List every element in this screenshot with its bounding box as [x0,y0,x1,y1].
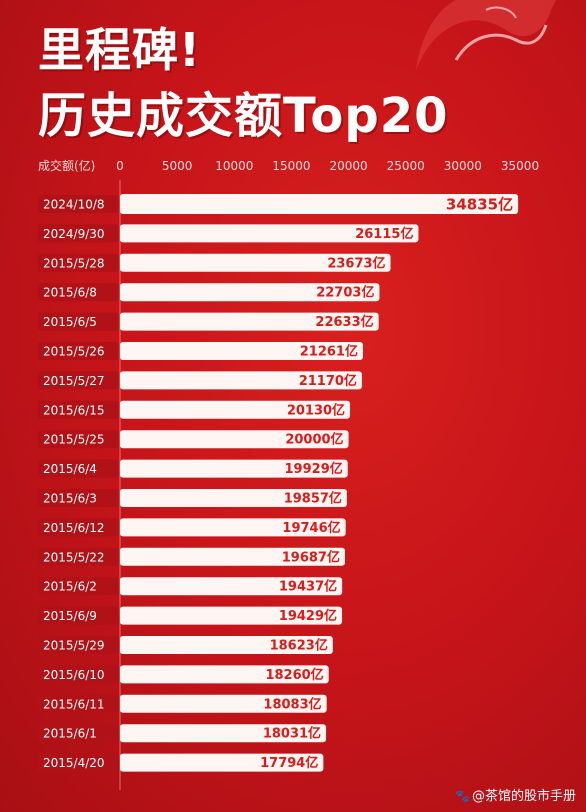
category-label: 2015/6/2 [43,580,97,594]
category-label: 2015/5/29 [43,639,105,653]
dragon-decoration-icon [416,0,556,70]
category-bg [38,371,118,390]
category-label: 2015/6/8 [43,286,97,300]
value-label: 19746亿 [282,520,340,536]
bar [120,312,379,331]
value-label: 22703亿 [316,285,374,301]
category-label: 2015/6/9 [43,609,97,623]
category-bg [38,489,118,507]
value-label: 19857亿 [284,491,342,507]
value-label: 34835亿 [446,196,513,214]
category-bg [38,430,118,449]
category-bg [38,636,118,654]
category-label: 2015/6/4 [43,462,97,476]
category-label: 2015/5/22 [43,550,105,564]
x-axis-label: 成交额(亿) [38,158,95,173]
x-tick-label: 25000 [387,159,425,173]
category-label: 2015/4/20 [43,756,105,770]
category-bg [38,518,118,537]
bar [120,194,519,214]
category-label: 2015/5/25 [43,433,105,447]
bar [120,430,349,449]
category-label: 2015/6/12 [43,521,105,535]
category-bg [38,665,118,684]
category-label: 2015/6/1 [43,727,97,741]
value-label: 18623亿 [270,638,328,654]
value-label: 21261亿 [300,344,358,360]
category-bg [38,547,118,566]
x-tick-label: 0 [116,159,124,173]
value-label: 18260亿 [265,667,323,683]
value-label: 22633亿 [315,314,373,330]
paw-icon: 🐾 [455,789,470,803]
category-bg [38,283,118,302]
title-line1: 里程碑! [38,23,201,77]
category-bg [38,753,118,772]
value-label: 20000亿 [285,432,343,448]
bar [120,636,333,654]
bar [120,724,327,743]
category-bg [38,253,118,272]
title-line2: 历史成交额Top20 [38,88,449,144]
category-bg [38,724,118,743]
value-label: 26115亿 [355,226,413,242]
category-label: 2015/5/26 [43,345,105,359]
bar [120,694,327,713]
watermark-text: @茶馆的股市手册 [471,789,576,804]
category-bg [38,577,118,596]
bar [120,753,324,772]
x-tick-label: 10000 [215,159,253,173]
x-tick-label: 15000 [272,159,310,173]
x-tick-label: 30000 [444,159,482,173]
value-label: 20130亿 [287,402,345,418]
bar [120,606,343,625]
category-label: 2015/6/5 [43,315,97,329]
x-tick-label: 5000 [162,159,193,173]
bar [120,342,363,360]
category-label: 2015/6/3 [43,492,97,506]
category-label: 2015/5/28 [43,256,105,270]
value-label: 19929亿 [285,461,343,477]
category-bg [38,694,118,713]
value-label: 19437亿 [279,579,337,595]
bar [120,400,351,419]
bar [120,577,343,596]
category-bg [38,342,118,360]
category-bg [38,224,118,243]
bar [120,224,419,243]
value-label: 21170亿 [299,373,357,389]
category-bg [38,195,118,213]
bar [120,547,345,566]
category-label: 2024/10/8 [43,198,105,212]
value-label: 23673亿 [327,255,385,271]
category-label: 2015/5/27 [43,374,105,388]
category-label: 2015/6/10 [43,668,105,682]
bar [120,665,329,684]
value-label: 19687亿 [282,549,340,565]
bar [120,459,348,478]
x-tick-label: 35000 [501,159,539,173]
category-label: 2015/6/15 [43,403,105,417]
category-label: 2015/6/11 [43,697,105,711]
bar [120,371,362,390]
value-label: 17794亿 [260,755,318,771]
bar [120,518,346,537]
value-label: 18031亿 [263,726,321,742]
bar [120,253,391,272]
bar [120,489,347,507]
x-tick-label: 20000 [329,159,367,173]
category-bg [38,312,118,331]
value-label: 18083亿 [263,696,321,712]
category-bg [38,400,118,419]
value-label: 19429亿 [279,608,337,624]
bar [120,283,380,302]
watermark: 🐾 @茶馆的股市手册 [455,785,576,804]
category-bg [38,606,118,625]
category-bg [38,459,118,478]
category-label: 2024/9/30 [43,227,105,241]
